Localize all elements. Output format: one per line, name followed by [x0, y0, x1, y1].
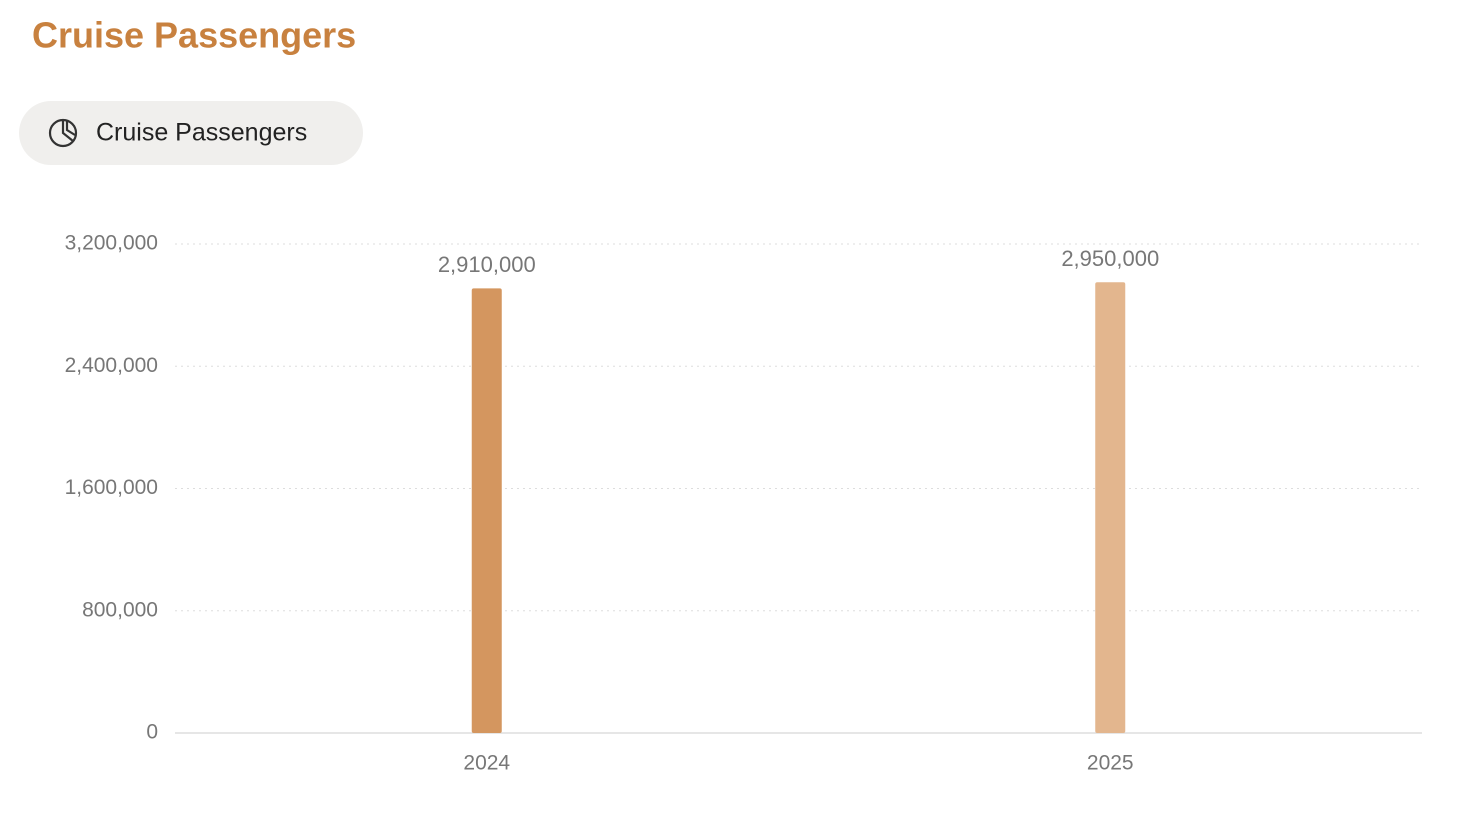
y-tick-label: 3,200,000: [65, 232, 158, 255]
pie-icon: [48, 118, 78, 148]
data-label: 2,910,000: [438, 252, 536, 277]
x-tick-label: 2024: [463, 752, 510, 775]
bar: [471, 288, 502, 733]
y-tick-label: 2,400,000: [65, 354, 158, 377]
series-tab-label[interactable]: Cruise Passengers: [96, 119, 307, 147]
series-tab[interactable]: [19, 101, 363, 165]
bar: [1095, 282, 1126, 733]
data-label: 2,950,000: [1061, 246, 1159, 271]
x-tick-label: 2025: [1087, 752, 1134, 775]
y-tick-label: 1,600,000: [65, 476, 158, 499]
y-tick-label: 0: [146, 721, 158, 744]
y-tick-label: 800,000: [82, 598, 158, 621]
chart-title: Cruise Passengers: [32, 15, 356, 56]
